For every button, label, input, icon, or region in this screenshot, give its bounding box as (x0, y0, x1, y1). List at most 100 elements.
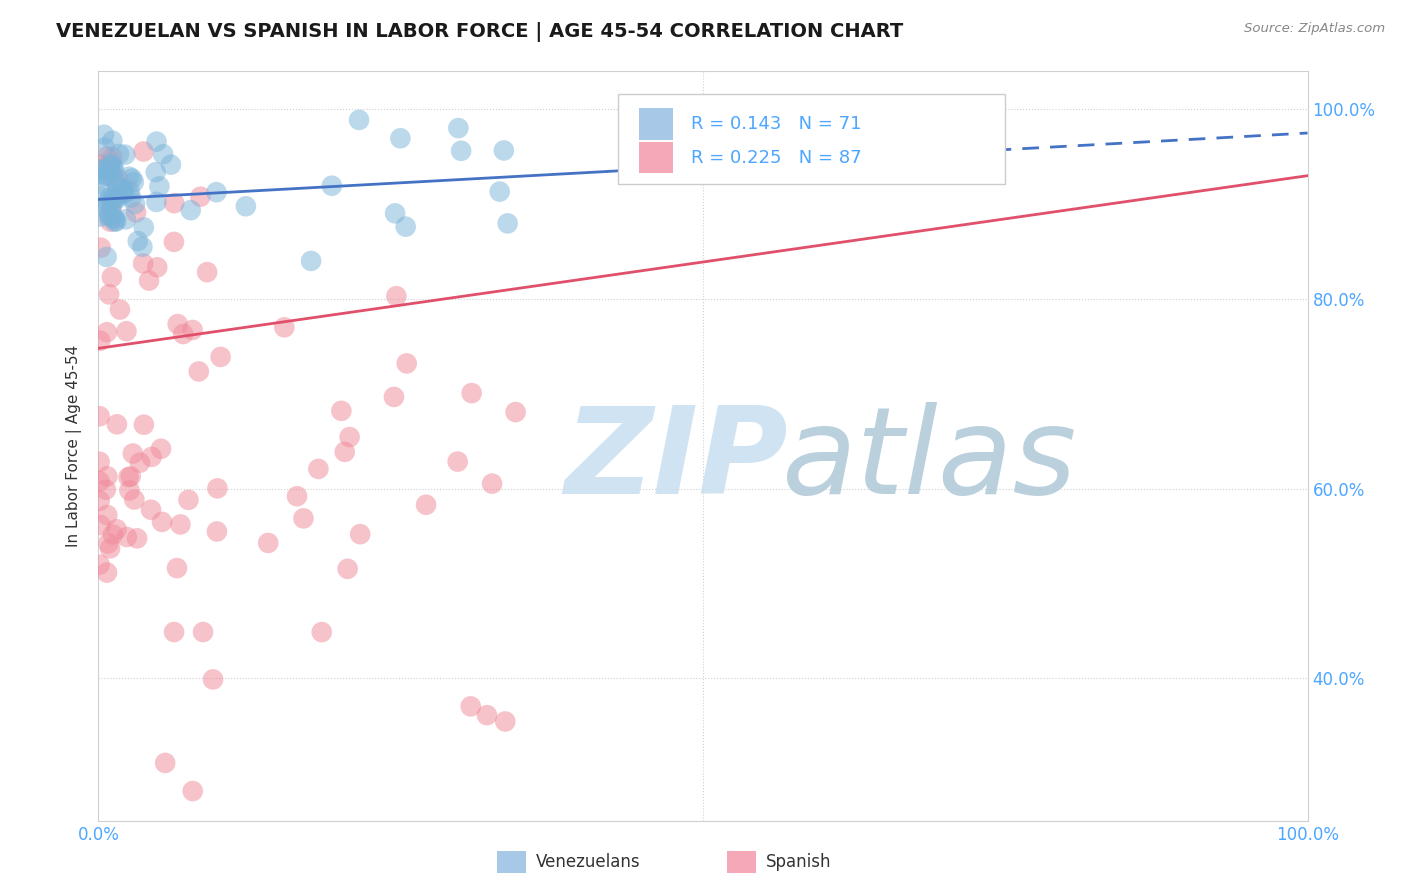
Point (330, 404, 353, 418)
Point (107, 171, 129, 186)
Point (131, 240, 153, 254)
Point (124, 197, 146, 211)
Point (129, 456, 152, 470)
FancyBboxPatch shape (619, 94, 1005, 184)
Point (120, 469, 142, 483)
Point (145, 135, 167, 149)
Point (97, 536, 120, 550)
Point (481, 476, 503, 491)
Bar (638, 108, 673, 139)
Point (101, 150, 124, 164)
Point (90, 241, 112, 255)
Point (202, 673, 225, 687)
Point (101, 270, 124, 285)
Point (114, 147, 136, 161)
Point (98, 161, 121, 175)
Point (93, 169, 115, 184)
Point (447, 454, 470, 468)
Point (101, 134, 124, 148)
Bar (498, 851, 526, 873)
Point (132, 256, 155, 270)
Point (104, 192, 127, 206)
Point (98, 208, 121, 222)
Point (101, 160, 124, 174)
Point (460, 699, 482, 714)
Point (89, 558, 111, 572)
Point (127, 532, 149, 546)
Point (98, 191, 121, 205)
Point (181, 323, 204, 337)
Point (118, 184, 141, 198)
Point (273, 320, 295, 334)
Point (505, 405, 527, 419)
Point (104, 212, 127, 227)
Point (125, 205, 148, 219)
Point (121, 171, 143, 186)
Point (395, 219, 418, 234)
Point (257, 536, 280, 550)
Point (103, 211, 125, 225)
Point (475, 708, 498, 723)
Point (127, 234, 149, 248)
Point (384, 206, 406, 220)
Point (494, 714, 516, 729)
Point (205, 185, 228, 199)
Text: VENEZUELAN VS SPANISH IN LABOR FORCE | AGE 45-54 CORRELATION CHART: VENEZUELAN VS SPANISH IN LABOR FORCE | A… (56, 22, 904, 42)
Point (163, 625, 186, 640)
Y-axis label: In Labor Force | Age 45-54: In Labor Force | Age 45-54 (66, 345, 82, 547)
Point (89, 493, 111, 508)
Point (96, 566, 118, 580)
Point (205, 524, 228, 539)
Point (105, 214, 128, 228)
Point (89, 189, 111, 203)
Point (112, 182, 135, 196)
Point (460, 386, 482, 401)
Point (90, 157, 112, 171)
Point (111, 185, 134, 199)
Point (207, 482, 229, 496)
Point (89, 210, 111, 224)
Point (139, 502, 162, 516)
Point (132, 220, 155, 235)
Point (349, 527, 371, 541)
Point (415, 498, 437, 512)
Point (93, 128, 115, 142)
Point (105, 522, 128, 536)
Text: R = 0.143   N = 71: R = 0.143 N = 71 (690, 115, 862, 133)
Point (100, 199, 122, 213)
Point (98, 287, 121, 301)
Point (122, 175, 145, 189)
Point (107, 181, 129, 195)
Point (148, 179, 170, 194)
Point (98, 157, 121, 171)
Point (336, 562, 359, 576)
Point (89, 334, 111, 348)
Point (450, 144, 472, 158)
Point (347, 112, 370, 127)
Point (181, 784, 204, 798)
Point (96, 508, 118, 522)
Point (180, 203, 202, 218)
Point (488, 185, 510, 199)
Point (105, 417, 128, 432)
Point (89, 475, 111, 489)
Point (94, 483, 117, 497)
Point (115, 530, 138, 544)
Point (89, 162, 111, 177)
Point (100, 202, 122, 216)
Bar (727, 851, 756, 873)
Text: ZIP: ZIP (564, 402, 787, 519)
Point (187, 364, 209, 378)
Text: Venezuelans: Venezuelans (536, 853, 641, 871)
Point (285, 489, 308, 503)
Point (98, 214, 121, 228)
Point (333, 445, 356, 459)
Point (103, 163, 125, 178)
Point (235, 199, 257, 213)
Point (163, 196, 186, 211)
Point (96, 325, 118, 339)
Point (492, 144, 515, 158)
Point (101, 192, 124, 206)
Point (108, 302, 131, 317)
Point (89, 409, 111, 424)
